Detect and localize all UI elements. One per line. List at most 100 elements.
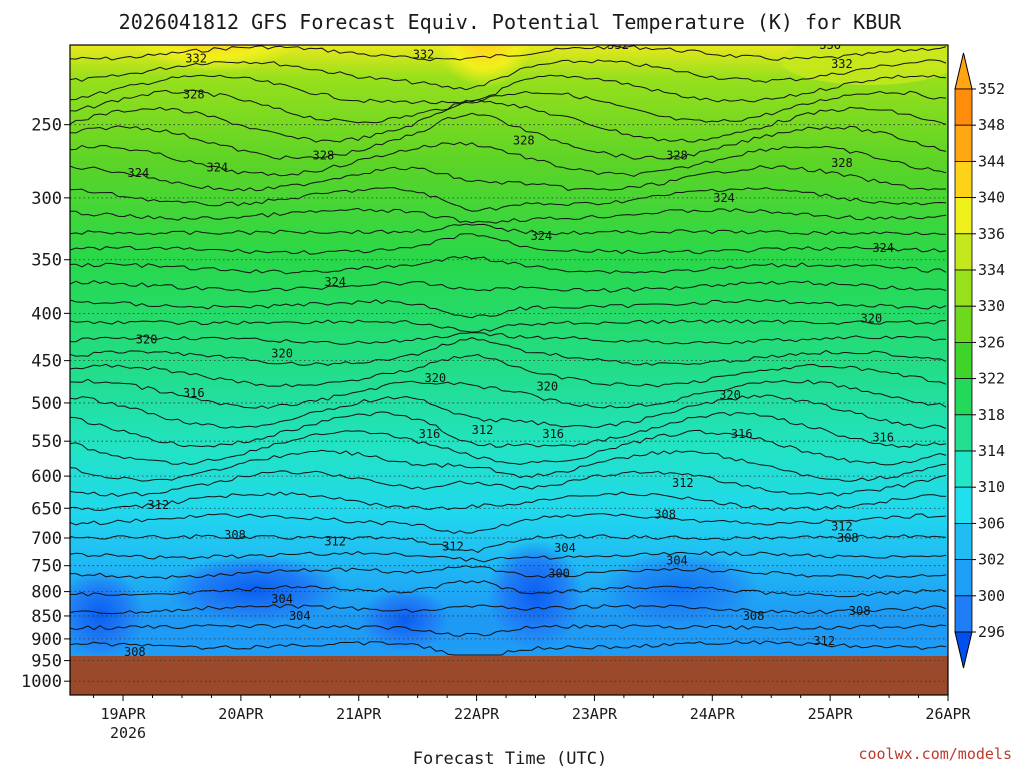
contour-label-320: 320 [719, 388, 741, 402]
contour-label-304: 304 [554, 541, 576, 555]
colorbar-swatch-326 [954, 341, 973, 379]
contour-label-324: 324 [324, 275, 346, 289]
contour-line [70, 337, 947, 366]
contour-label-304: 304 [666, 553, 688, 567]
colorbar-bottom-arrow [954, 631, 973, 669]
contour-line [70, 298, 947, 319]
y-tick-label-900: 900 [31, 630, 62, 650]
contour-line [70, 319, 947, 333]
contour-label-312: 312 [442, 540, 464, 554]
contour-line [70, 233, 947, 255]
warm-blob-22apr [440, 45, 530, 110]
y-tick-label-550: 550 [31, 432, 62, 452]
contour-label-312: 312 [324, 534, 346, 548]
cold-pool-21apr [360, 588, 450, 652]
colorbar-label-318: 318 [978, 406, 1005, 424]
x-tick-label-25APR: 25APR [808, 705, 854, 723]
contour-label-312: 312 [813, 634, 835, 648]
credit-text: coolwx.com/models [858, 745, 1012, 763]
contour-label-308: 308 [743, 609, 765, 623]
colorbar-label-340: 340 [978, 189, 1005, 207]
x-tick-label-26APR: 26APR [925, 705, 971, 723]
contour-label-308: 308 [224, 528, 246, 542]
contour-line [70, 603, 947, 615]
contour-label-324: 324 [206, 160, 228, 174]
contour-label-328: 328 [666, 149, 688, 163]
y-tick-label-950: 950 [31, 652, 62, 672]
colorbar-swatch-318 [954, 414, 973, 452]
plot-area: 332 328 324 324 320 316 320 328 324 332 320 316 312 3… [70, 38, 948, 695]
colorbar-label-322: 322 [978, 370, 1005, 388]
contour-line [70, 45, 947, 62]
contour-line [70, 187, 947, 212]
y-tick-label-600: 600 [31, 467, 62, 487]
contour-label-324: 324 [531, 229, 553, 243]
contour-line [70, 141, 947, 177]
colorbar-swatch-340 [954, 197, 973, 235]
colorbar-label-314: 314 [978, 442, 1005, 460]
x-tick-label-21APR: 21APR [336, 705, 382, 723]
colorbar-label-300: 300 [978, 587, 1005, 605]
x-tick-label-23APR: 23APR [572, 705, 618, 723]
y-axis: 250 300 350 400 450 500 550 600 650 700 750 800 850 9… [21, 116, 70, 692]
contour-label-332: 332 [607, 38, 629, 52]
warm-band-25apr [780, 45, 948, 85]
contour-label-308: 308 [849, 604, 871, 618]
contour-line [70, 353, 947, 388]
contour-line [70, 640, 947, 656]
colorbar-label-334: 334 [978, 261, 1005, 279]
contour-label-316: 316 [731, 427, 753, 441]
y-tick-label-800: 800 [31, 583, 62, 603]
colorbar-top-arrow [954, 52, 973, 90]
contour-label-332: 332 [831, 57, 853, 71]
contour-label-316: 316 [419, 427, 441, 441]
contour-label-308: 308 [124, 645, 146, 659]
contour-line [70, 255, 947, 275]
contour-line [70, 280, 947, 293]
contour-label-328: 328 [183, 88, 205, 102]
contour-label-336: 336 [819, 38, 841, 52]
colorbar-swatch-302 [954, 559, 973, 597]
contour-line [70, 580, 947, 598]
contour-label-328: 328 [513, 133, 535, 147]
contour-label-320: 320 [271, 346, 293, 360]
x-tick-label-24APR: 24APR [690, 705, 736, 723]
contour-label-328: 328 [313, 149, 335, 163]
contour-line [70, 165, 947, 192]
y-tick-label-350: 350 [31, 251, 62, 271]
y-tick-label-850: 850 [31, 607, 62, 627]
contour-line [70, 59, 947, 91]
colorbar-swatch-348 [954, 124, 973, 162]
contour-line [70, 332, 947, 345]
colorbar-label-344: 344 [978, 152, 1005, 170]
contour-label-300: 300 [548, 567, 570, 581]
colorbar-label-352: 352 [978, 80, 1005, 98]
contour-line [70, 513, 947, 534]
x-tick-label-20APR: 20APR [218, 705, 264, 723]
colorbar-swatch-314 [954, 450, 973, 488]
contour-line [70, 551, 947, 563]
y-tick-label-750: 750 [31, 557, 62, 577]
contour-line [70, 112, 947, 160]
contour-label-332: 332 [413, 48, 435, 62]
colorbar-label-306: 306 [978, 514, 1005, 532]
contour-label-320: 320 [136, 333, 158, 347]
contour-label-316: 316 [872, 431, 894, 445]
contour-label-332: 332 [185, 51, 207, 65]
y-tick-label-700: 700 [31, 529, 62, 549]
y-tick-label-250: 250 [31, 116, 62, 136]
plot-border [69, 44, 949, 696]
contour-line [70, 411, 947, 448]
contour-line [70, 74, 947, 105]
colorbar-swatch-310 [954, 486, 973, 524]
contour-line [70, 394, 947, 429]
x-axis-label: Forecast Time (UTC) [413, 749, 607, 768]
colorbar-swatch-306 [954, 523, 973, 561]
x-tick-label-19APR: 19APR [100, 705, 146, 723]
colorbar-swatch-344 [954, 160, 973, 198]
contour-line [70, 623, 947, 637]
colorbar-swatch-336 [954, 233, 973, 271]
y-tick-label-1000: 1000 [21, 672, 62, 692]
colorbar-swatch-330 [954, 305, 973, 343]
x-tick-label-22APR: 22APR [454, 705, 500, 723]
